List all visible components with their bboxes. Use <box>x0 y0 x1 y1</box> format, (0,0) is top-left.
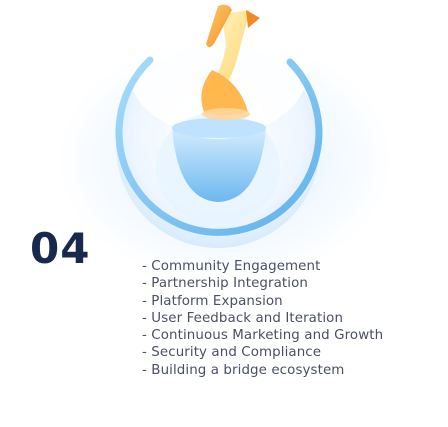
list-item: - Building a bridge ecosystem <box>142 362 345 378</box>
list-item: - User Feedback and Iteration <box>142 310 344 326</box>
list-item: - Continuous Marketing and Growth <box>142 328 384 344</box>
step-number: 04 <box>30 224 91 273</box>
list-item: - Partnership Integration <box>142 276 308 292</box>
step-item-list: - Community Engagement - Partnership Int… <box>142 258 424 379</box>
list-item: - Community Engagement <box>142 259 321 274</box>
hand-holding-coin-icon <box>115 4 323 248</box>
list-item: - Security and Compliance <box>142 345 322 361</box>
list-item: - Platform Expansion <box>142 293 283 309</box>
